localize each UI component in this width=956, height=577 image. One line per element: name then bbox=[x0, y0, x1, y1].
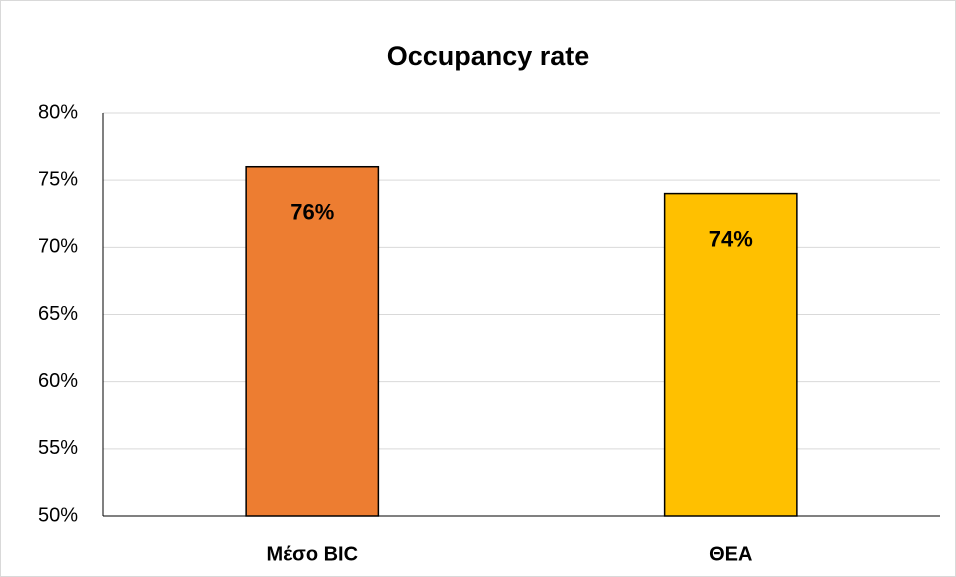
data-label: 74% bbox=[709, 226, 753, 251]
x-tick-label: Μέσο BIC bbox=[266, 543, 358, 565]
y-tick-label: 60% bbox=[38, 370, 78, 392]
y-tick-label: 80% bbox=[38, 101, 78, 123]
y-tick-label: 70% bbox=[38, 236, 78, 258]
y-tick-label: 65% bbox=[38, 303, 78, 325]
data-label: 76% bbox=[290, 200, 334, 225]
y-tick-label: 75% bbox=[38, 168, 78, 190]
bar bbox=[663, 192, 798, 517]
x-tick-label: ΘΕΑ bbox=[709, 543, 752, 565]
bar bbox=[245, 165, 380, 517]
y-tick-label: 55% bbox=[38, 437, 78, 459]
chart-title: Occupancy rate bbox=[387, 41, 590, 71]
y-tick-label: 50% bbox=[38, 504, 78, 526]
